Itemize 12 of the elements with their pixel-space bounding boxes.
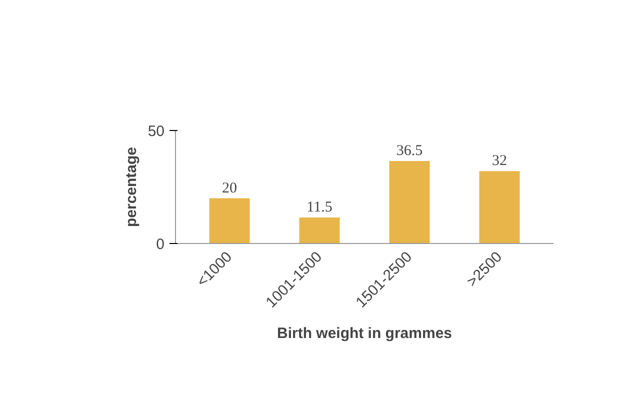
bar [299,218,340,244]
y-axis-title: percentage [122,146,140,228]
y-tick-label: 50 [148,123,165,140]
bar [479,171,520,244]
y-tick-label: 0 [156,236,164,253]
data-label: 11.5 [306,200,332,216]
data-label: 36.5 [396,143,423,160]
bar [389,161,430,244]
data-label: 32 [492,153,507,170]
x-axis-title: Birth weight in grammes [276,325,452,342]
bar [209,198,250,244]
data-label: 20 [222,180,237,196]
